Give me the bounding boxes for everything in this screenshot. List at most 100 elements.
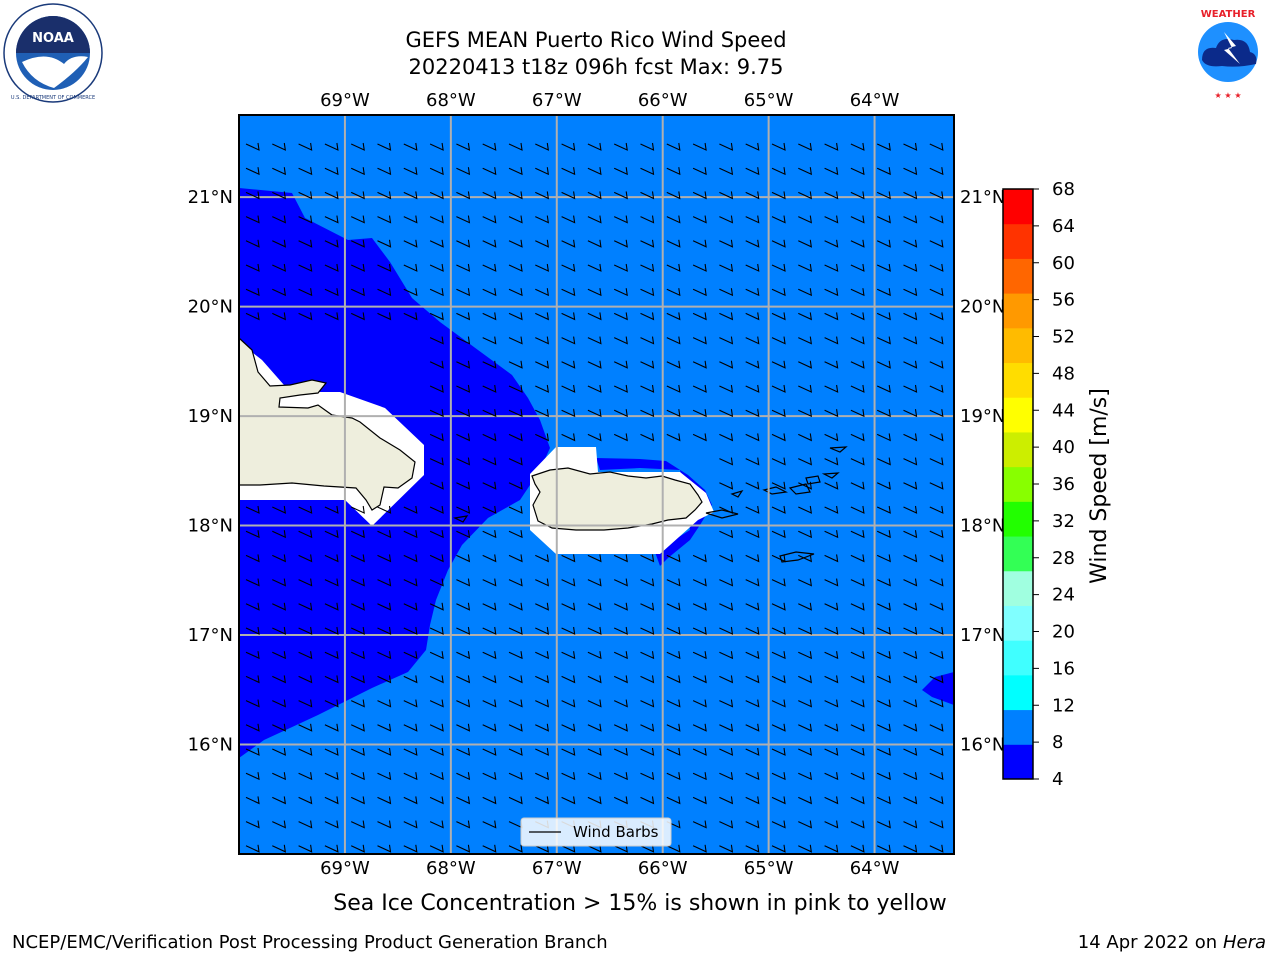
wind-barb: [692, 554, 707, 563]
wind-barb: [587, 844, 602, 853]
wind-barb: [403, 796, 418, 805]
wind-barb: [771, 191, 786, 200]
wind-barb: [692, 336, 707, 345]
wind-barb: [535, 239, 549, 248]
wind-barb: [508, 747, 523, 756]
wind-barb: [429, 433, 444, 442]
wind-barb: [692, 820, 707, 829]
colorbar-segment: [1003, 223, 1033, 259]
latitude-label: 20°N: [960, 297, 1005, 318]
wind-barb: [298, 602, 313, 611]
wind-barb: [613, 409, 628, 418]
wind-barb: [587, 723, 602, 732]
wind-barb: [456, 263, 471, 272]
wind-barb: [613, 602, 628, 611]
wind-barb: [456, 844, 471, 853]
wind-barb: [798, 215, 812, 224]
wind-barb: [324, 723, 339, 732]
wind-barb: [587, 336, 602, 345]
wind-barb: [587, 312, 602, 321]
wind-barb: [350, 215, 365, 224]
wind-barb: [272, 626, 286, 635]
latitude-label: 16°N: [188, 735, 233, 756]
wind-barb: [482, 675, 497, 684]
wind-barb: [456, 723, 471, 732]
wind-barb: [745, 578, 760, 587]
wind-barb: [640, 239, 655, 248]
wind-barb: [798, 505, 812, 514]
wind-barb: [929, 796, 944, 805]
wind-barb: [903, 844, 918, 853]
wind-barb: [508, 675, 523, 684]
colorbar-segment: [1003, 362, 1033, 398]
wind-barb: [903, 239, 918, 248]
wind-barb: [824, 578, 839, 587]
wind-barb: [824, 505, 839, 514]
wind-barb: [745, 626, 760, 635]
wind-barb: [876, 263, 891, 272]
wind-barb: [613, 796, 628, 805]
wind-barb: [745, 796, 760, 805]
wind-barb: [561, 409, 576, 418]
wind-barb: [535, 409, 549, 418]
wind-barb: [508, 844, 523, 853]
wind-barb: [929, 844, 944, 853]
wind-barb: [272, 142, 286, 151]
wind-barb: [666, 288, 681, 297]
wind-barb: [429, 191, 444, 200]
wind-barb: [535, 772, 549, 781]
wind-barb: [324, 796, 339, 805]
wind-barb: [377, 505, 392, 514]
wind-barb: [350, 772, 365, 781]
wind-barb: [429, 723, 444, 732]
wind-barb: [272, 530, 286, 539]
wind-barb: [272, 844, 286, 853]
wind-barb: [561, 263, 576, 272]
wind-barb: [429, 675, 444, 684]
wind-barb: [350, 191, 365, 200]
wind-barb: [903, 360, 918, 369]
wind-barb: [876, 215, 891, 224]
wind-barb: [745, 457, 760, 466]
longitude-label: 67°W: [532, 858, 582, 879]
wind-barb: [903, 457, 918, 466]
wind-barb: [719, 796, 734, 805]
wind-barb: [403, 167, 418, 176]
longitude-label: 69°W: [320, 858, 370, 879]
wind-barb: [745, 263, 760, 272]
wind-barb: [719, 142, 734, 151]
wind-barb: [876, 675, 891, 684]
wind-barb: [272, 191, 286, 200]
wind-barb: [587, 142, 602, 151]
wind-barb: [929, 820, 944, 829]
wind-barb: [850, 554, 865, 563]
wind-barb: [350, 530, 365, 539]
wind-barb: [929, 723, 944, 732]
wind-barb: [403, 554, 418, 563]
wind-barb: [403, 142, 418, 151]
wind-barb: [587, 288, 602, 297]
wind-barb: [771, 699, 786, 708]
wind-barb: [377, 844, 392, 853]
wind-barb: [587, 772, 602, 781]
wind-barb: [929, 505, 944, 514]
wind-barb: [798, 167, 812, 176]
wind-barb: [245, 288, 260, 297]
wind-barb: [745, 167, 760, 176]
wind-barb: [640, 675, 655, 684]
wind-barb: [613, 723, 628, 732]
wind-barb: [508, 215, 523, 224]
wind-barb: [719, 626, 734, 635]
wind-barb: [613, 215, 628, 224]
wind-barb: [535, 191, 549, 200]
wind-barb: [824, 239, 839, 248]
wind-barb: [692, 263, 707, 272]
wind-barb: [298, 796, 313, 805]
wind-barb: [692, 360, 707, 369]
wind-barb: [798, 239, 812, 248]
wind-barb: [508, 602, 523, 611]
wind-barb: [692, 312, 707, 321]
wind-barb: [245, 554, 260, 563]
wind-barb: [587, 554, 602, 563]
wind-barb: [719, 820, 734, 829]
